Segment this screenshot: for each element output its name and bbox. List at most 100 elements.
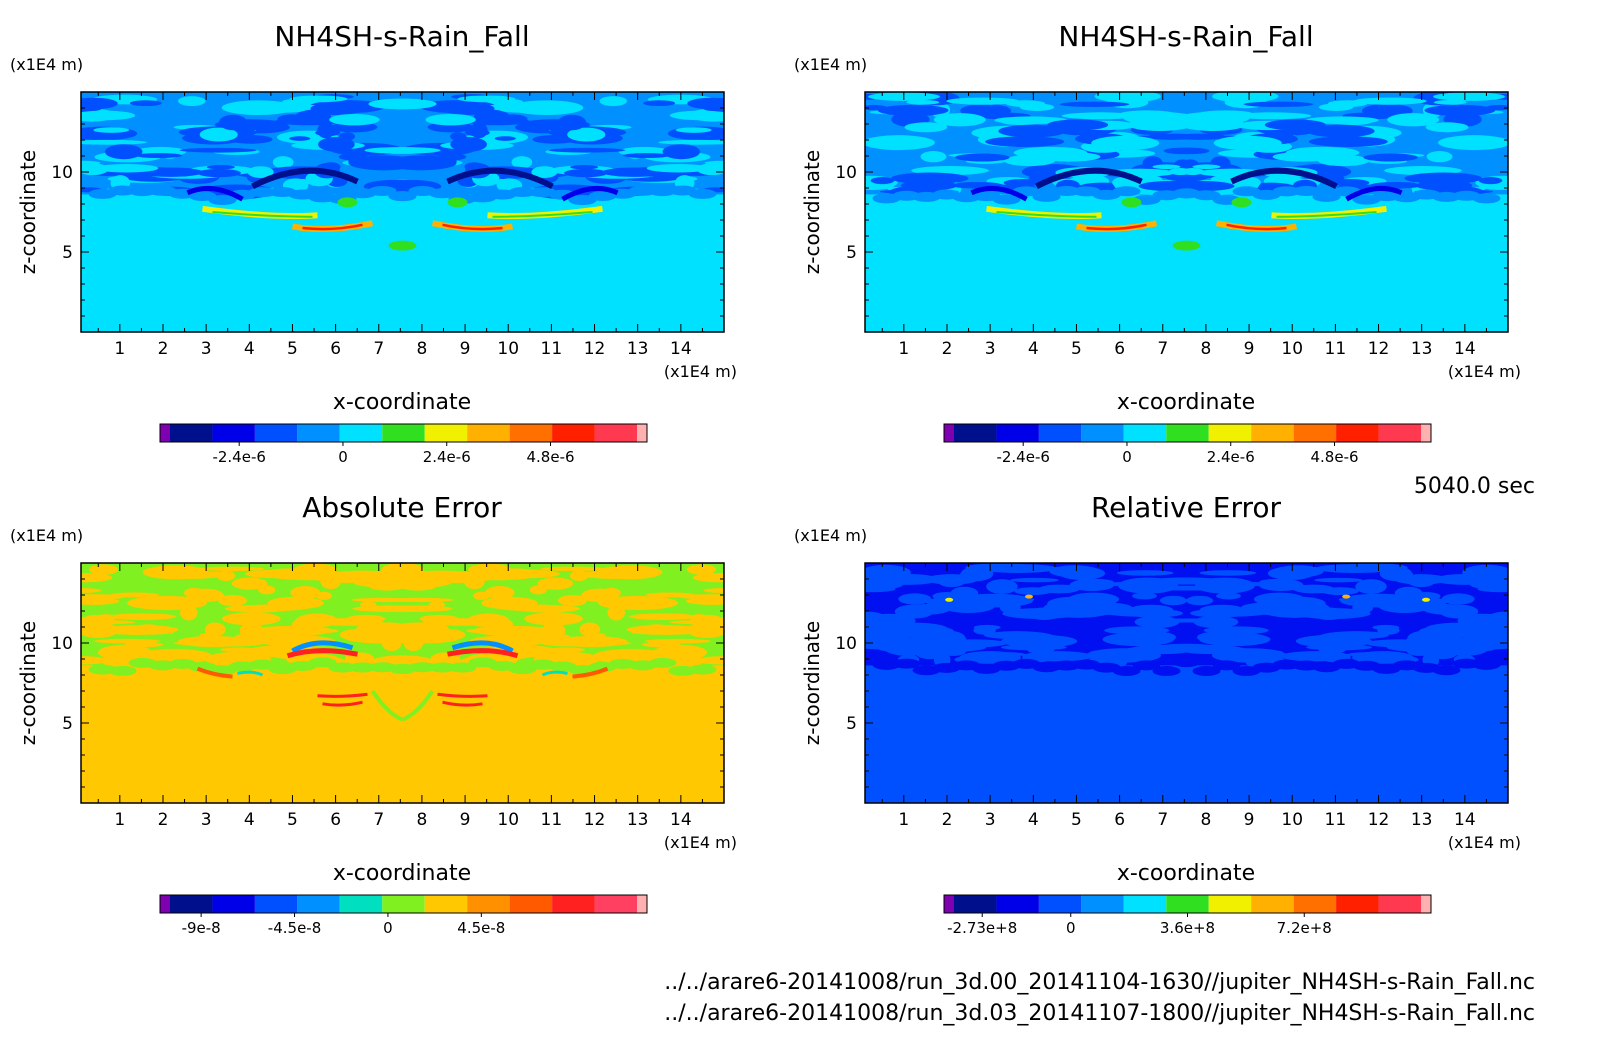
noise-blob bbox=[183, 587, 204, 598]
noise-blob bbox=[904, 122, 948, 133]
noise-blob bbox=[1194, 577, 1256, 594]
colorbar-swatch bbox=[170, 895, 213, 913]
hotspot-feature bbox=[1024, 594, 1033, 599]
plot-frame bbox=[80, 562, 725, 804]
noise-blob bbox=[628, 185, 657, 196]
noise-blob bbox=[1434, 574, 1496, 585]
noise-blob bbox=[1003, 178, 1042, 187]
noise-blob bbox=[658, 139, 724, 145]
noise-blob bbox=[399, 582, 437, 591]
noise-blob bbox=[466, 628, 502, 634]
noise-blob bbox=[303, 628, 339, 634]
colorbar-swatch bbox=[1378, 895, 1421, 913]
noise-blob bbox=[905, 604, 950, 615]
colorbar-swatch bbox=[1081, 424, 1124, 442]
band-feature bbox=[541, 670, 568, 677]
noise-blob bbox=[541, 623, 566, 637]
y-axis-label: z-coordinate bbox=[16, 621, 40, 745]
x-tick-label: 9 bbox=[1244, 810, 1255, 830]
heatmap-field bbox=[865, 563, 1508, 803]
noise-blob bbox=[1138, 631, 1176, 643]
blob-feature bbox=[1231, 197, 1252, 208]
noise-blob bbox=[973, 626, 996, 635]
noise-blob bbox=[955, 153, 1010, 162]
x-tick-label: 9 bbox=[460, 810, 471, 830]
noise-blob bbox=[686, 564, 717, 575]
colorbar-swatch bbox=[1336, 424, 1379, 442]
colorbar-swatch bbox=[509, 424, 553, 442]
noise-blob bbox=[1318, 103, 1354, 111]
noise-blob bbox=[1475, 625, 1508, 638]
colorbar-tick-label: -9e-8 bbox=[182, 919, 221, 937]
noise-blob bbox=[1305, 116, 1379, 125]
noise-blob bbox=[1052, 186, 1081, 197]
x-unit-label: (x1E4 m) bbox=[1448, 362, 1521, 381]
colorbar-swatch bbox=[1123, 895, 1167, 913]
x-tick-label: 2 bbox=[158, 339, 169, 359]
noise-blob bbox=[1312, 191, 1341, 202]
x-tick-label: 8 bbox=[1201, 810, 1212, 830]
noise-blob bbox=[1227, 582, 1273, 587]
arc-feature bbox=[447, 648, 519, 659]
x-tick-label: 14 bbox=[670, 339, 692, 359]
noise-blob bbox=[219, 647, 259, 653]
arc-feature bbox=[291, 640, 354, 654]
band-feature bbox=[492, 211, 593, 218]
noise-blob bbox=[294, 563, 338, 576]
colorbar-tick-label: 0 bbox=[338, 448, 348, 466]
noise-blob bbox=[998, 124, 1066, 138]
noise-blob bbox=[408, 662, 437, 673]
noise-blob bbox=[1212, 660, 1241, 671]
y-tick-label: 5 bbox=[846, 714, 857, 734]
x-tick-label: 3 bbox=[201, 339, 212, 359]
x-tick-label: 11 bbox=[1325, 810, 1347, 830]
noise-blob bbox=[222, 612, 281, 626]
x-tick-label: 10 bbox=[497, 810, 519, 830]
x-tick-label: 5 bbox=[287, 339, 298, 359]
colorbar-tick-label: -4.5e-8 bbox=[268, 919, 321, 937]
noise-blob bbox=[179, 147, 257, 153]
noise-blob bbox=[508, 664, 537, 675]
noise-blob bbox=[645, 592, 695, 598]
band-feature bbox=[237, 670, 264, 677]
colorbar-swatch bbox=[212, 424, 255, 442]
noise-blob bbox=[669, 619, 724, 625]
colorbar-tick-label: 4.5e-8 bbox=[457, 919, 505, 937]
y-axis-label: z-coordinate bbox=[16, 150, 40, 274]
colorbar-tick-label: 0 bbox=[1066, 919, 1076, 937]
noise-blob bbox=[1478, 181, 1508, 190]
band-feature bbox=[572, 666, 609, 679]
band-feature bbox=[1226, 223, 1287, 231]
x-tick-label: 11 bbox=[541, 810, 563, 830]
noise-blob bbox=[1307, 124, 1375, 138]
noise-blob bbox=[1032, 191, 1061, 202]
colorbar-swatch bbox=[1038, 895, 1082, 913]
arc-feature bbox=[970, 185, 1028, 202]
colorbar-swatch bbox=[1251, 424, 1294, 442]
noise-blob bbox=[601, 587, 622, 598]
noise-blob bbox=[428, 188, 457, 199]
colorbar-tick-label: 4.8e-6 bbox=[1310, 448, 1358, 466]
noise-blob bbox=[865, 585, 896, 593]
noise-blob bbox=[960, 569, 978, 580]
noise-blob bbox=[1433, 99, 1467, 105]
y-unit-label: (x1E4 m) bbox=[794, 526, 867, 545]
noise-blob bbox=[646, 164, 711, 173]
noise-blob bbox=[704, 160, 724, 165]
noise-blob bbox=[268, 664, 297, 675]
x-tick-label: 6 bbox=[330, 810, 341, 830]
noise-blob bbox=[891, 172, 969, 185]
noise-blob bbox=[555, 635, 628, 648]
colorbar-swatch bbox=[637, 895, 647, 913]
y-axis-label: z-coordinate bbox=[800, 621, 824, 745]
x-tick-label: 3 bbox=[985, 810, 996, 830]
noise-blob bbox=[443, 101, 471, 108]
noise-blob bbox=[503, 629, 551, 642]
noise-blob bbox=[382, 632, 460, 644]
x-tick-label: 6 bbox=[1114, 810, 1125, 830]
noise-blob bbox=[387, 597, 454, 603]
y-unit-label: (x1E4 m) bbox=[10, 526, 83, 545]
colorbar: -9e-8 -4.5e-8 0 4.5e-8 bbox=[159, 894, 648, 937]
noise-blob bbox=[675, 127, 712, 133]
chart-panel-4: Relative Error (x1E4 m) (x1E4 m) x-coordina… bbox=[794, 491, 1521, 937]
